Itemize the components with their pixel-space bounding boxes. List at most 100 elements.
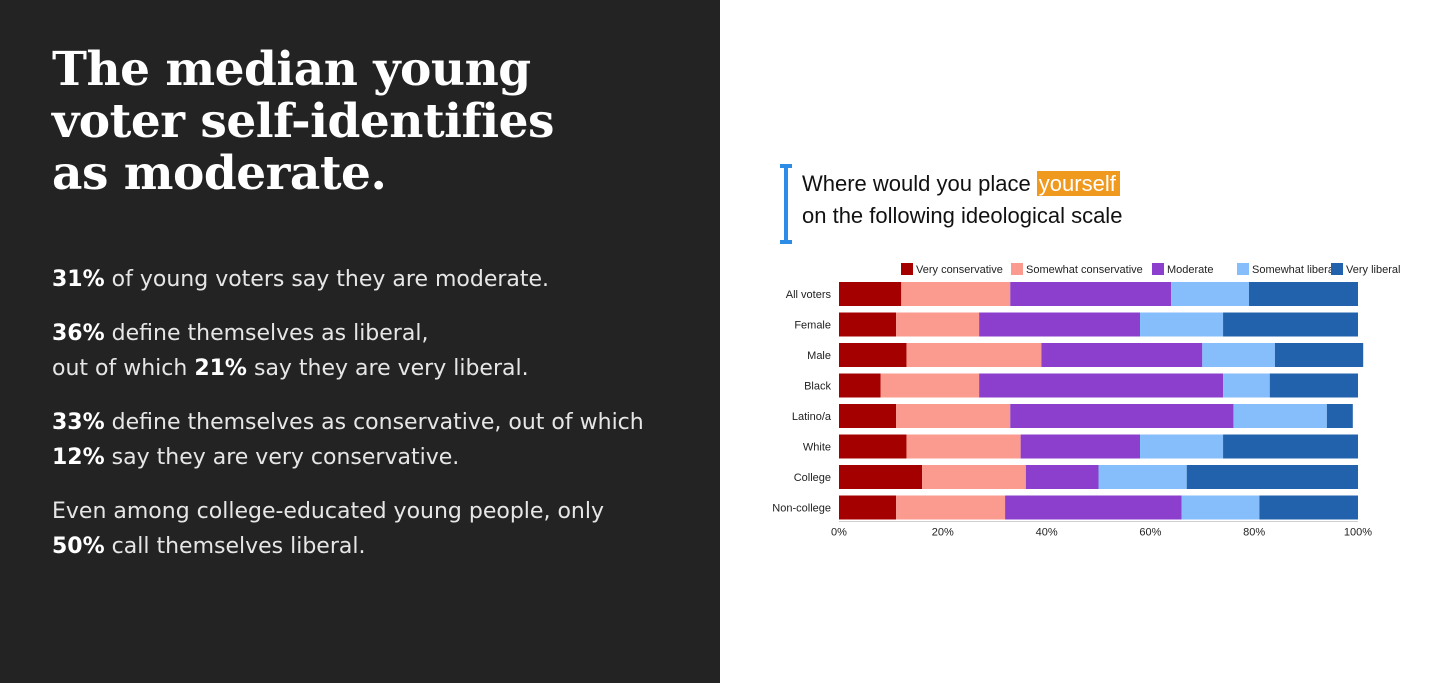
bar-segment xyxy=(906,434,1021,459)
headline-line: voter self-identifies xyxy=(52,94,554,149)
bar-segment xyxy=(922,465,1026,489)
headline-line: as moderate. xyxy=(52,146,387,201)
stat-text: define themselves as conservative, out o… xyxy=(104,410,644,435)
stat-line: 33% define themselves as conservative, o… xyxy=(52,405,692,440)
category-label: Female xyxy=(794,320,831,332)
bar-segment xyxy=(1140,434,1224,459)
category-label: Black xyxy=(804,381,831,393)
headline-line: The median young xyxy=(52,42,531,97)
legend-label: Very liberal xyxy=(1346,264,1400,276)
x-tick-label: 60% xyxy=(1139,527,1161,539)
bar-segment xyxy=(896,404,1011,428)
legend-swatch xyxy=(901,263,913,275)
bar-segment xyxy=(1202,343,1275,367)
stat-paragraph: 36% define themselves as liberal, out of … xyxy=(52,316,692,386)
bar-segment xyxy=(839,404,897,428)
legend-swatch xyxy=(1011,263,1023,275)
category-label: College xyxy=(794,472,831,484)
bar-segment xyxy=(1025,465,1099,489)
category-label: Non-college xyxy=(772,503,831,515)
stat-line: 50% call themselves liberal. xyxy=(52,529,692,564)
stat-highlight: 21% xyxy=(194,356,247,381)
category-label: White xyxy=(803,442,831,454)
stat-line: 12% say they are very conservative. xyxy=(52,440,692,475)
bar-segment xyxy=(839,465,923,489)
x-tick-label: 100% xyxy=(1344,527,1372,539)
stat-paragraph: Even among college-educated young people… xyxy=(52,494,692,564)
x-tick-label: 80% xyxy=(1243,527,1265,539)
question-bracket xyxy=(784,166,788,242)
stat-line: 36% define themselves as liberal, xyxy=(52,316,692,351)
legend-swatch xyxy=(1331,263,1343,275)
bar-segment xyxy=(1171,282,1250,306)
stat-text: Even among college-educated young people… xyxy=(52,499,604,524)
bar-segment xyxy=(1010,282,1172,306)
bar-segment xyxy=(1326,404,1353,428)
bar-segment xyxy=(1249,282,1358,306)
bar-segment xyxy=(839,343,907,367)
bar-segment xyxy=(839,495,897,520)
bar-segment xyxy=(979,312,1141,337)
stat-highlight: 50% xyxy=(52,534,105,559)
chart-panel xyxy=(720,0,1456,683)
x-tick-label: 40% xyxy=(1036,527,1058,539)
legend-swatch xyxy=(1237,263,1249,275)
question-bracket-cap-bottom xyxy=(780,240,792,244)
stat-paragraph: 33% define themselves as conservative, o… xyxy=(52,405,692,475)
stat-highlight: 31% xyxy=(52,267,105,292)
stat-line: out of which 21% say they are very liber… xyxy=(52,351,692,386)
bar-segment xyxy=(1181,495,1260,520)
stat-text: call themselves liberal. xyxy=(104,534,366,559)
stat-text: say they are very conservative. xyxy=(104,445,460,470)
legend-swatch xyxy=(1152,263,1164,275)
bar-segment xyxy=(1140,312,1224,337)
bar-segment xyxy=(880,373,980,398)
bar-segment xyxy=(1186,465,1358,489)
category-label: Latino/a xyxy=(792,411,832,423)
stat-text: define themselves as liberal, xyxy=(104,321,429,346)
bar-segment xyxy=(1233,404,1327,428)
text-panel: The median young voter self-identifies a… xyxy=(0,0,720,683)
question-bracket-cap-top xyxy=(780,164,792,168)
stat-paragraph: 31% of young voters say they are moderat… xyxy=(52,262,692,297)
stat-text: say they are very liberal. xyxy=(246,356,529,381)
stat-line: 31% of young voters say they are moderat… xyxy=(52,262,692,297)
stat-highlight: 12% xyxy=(52,445,105,470)
bar-segment xyxy=(839,434,907,459)
stat-text: of young voters say they are moderate. xyxy=(104,267,550,292)
bar-segment xyxy=(839,312,897,337)
bar-segment xyxy=(1223,434,1358,459)
question-line-1: Where would you place yourself xyxy=(802,168,1122,200)
bar-segment xyxy=(979,373,1224,398)
legend-label: Somewhat conservative xyxy=(1026,264,1143,276)
question-text: Where would you place xyxy=(802,171,1037,196)
stat-text: out of which xyxy=(52,356,195,381)
category-label: Male xyxy=(807,350,831,362)
legend-label: Moderate xyxy=(1167,264,1213,276)
bar-segment xyxy=(839,373,881,398)
bar-segment xyxy=(896,495,1006,520)
stat-highlight: 33% xyxy=(52,410,105,435)
bar-segment xyxy=(1259,495,1358,520)
bar-segment xyxy=(901,282,1011,306)
category-label: All voters xyxy=(786,289,832,301)
stat-highlight: 36% xyxy=(52,321,105,346)
headline: The median young voter self-identifies a… xyxy=(52,44,702,200)
bar-segment xyxy=(906,343,1042,367)
bar-segment xyxy=(896,312,980,337)
bar-segment xyxy=(1223,312,1358,337)
legend-label: Very conservative xyxy=(916,264,1003,276)
bar-segment xyxy=(1223,373,1270,398)
x-tick-label: 20% xyxy=(932,527,954,539)
stat-line: Even among college-educated young people… xyxy=(52,494,692,529)
question-highlight: yourself xyxy=(1036,171,1120,196)
stats-text: 31% of young voters say they are moderat… xyxy=(52,262,692,583)
bar-segment xyxy=(1269,373,1358,398)
bar-segment xyxy=(1041,343,1203,367)
bar-segment xyxy=(1005,495,1182,520)
stacked-bar-chart: Very conservative Somewhat conservative Mo… xyxy=(772,263,1400,539)
bar-segment xyxy=(1274,343,1364,367)
bar-segment xyxy=(1020,434,1141,459)
bar-segment xyxy=(1098,465,1187,489)
legend-label: Somewhat liberal xyxy=(1252,264,1336,276)
